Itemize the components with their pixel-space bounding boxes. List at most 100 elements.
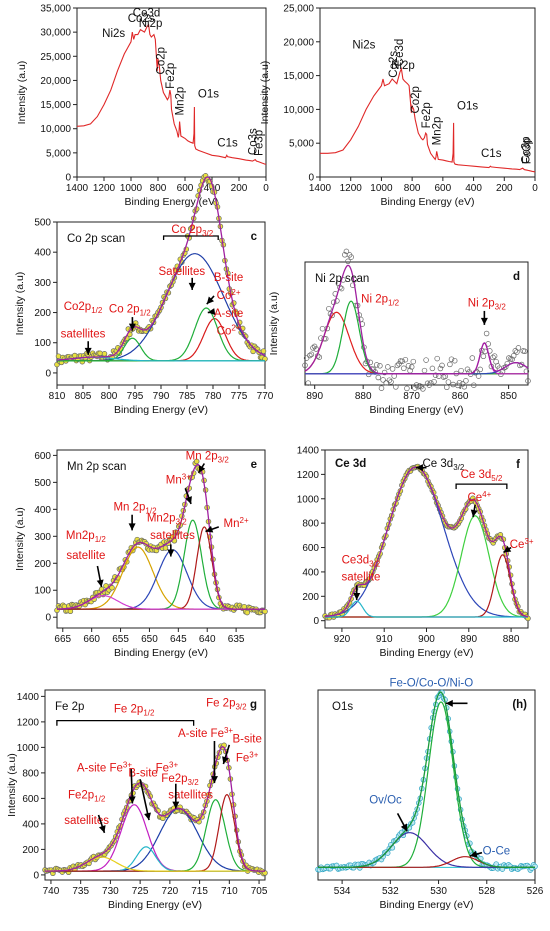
data-point bbox=[464, 366, 471, 373]
y-axis-label: Intensity (a.u) bbox=[268, 292, 280, 356]
x-tick-label: 1400 bbox=[66, 183, 89, 194]
data-point bbox=[193, 458, 200, 465]
x-tick-label: 0 bbox=[263, 183, 269, 194]
peak-label-co2p: Co2p bbox=[410, 86, 422, 114]
panel-(h): 534 532 530 528 526 Binding Energy (eV) (h) O1s… bbox=[315, 678, 544, 911]
y-tick-label: 200 bbox=[34, 559, 51, 570]
data-point bbox=[319, 325, 326, 332]
bracket bbox=[162, 235, 219, 240]
panel-survey-1: 140012001000800600400200005,00010,00015,… bbox=[16, 4, 269, 209]
data-point bbox=[241, 603, 247, 610]
data-point bbox=[445, 379, 452, 385]
arrow-head bbox=[353, 592, 361, 600]
x-axis-label: Binding Energy (eV) bbox=[114, 404, 208, 416]
peak-label-fe3p: Fe3p bbox=[254, 130, 266, 156]
x-tick-label: 890 bbox=[460, 634, 477, 645]
x-tick-label: 870 bbox=[403, 391, 420, 402]
y-tick-label: 600 bbox=[34, 451, 51, 462]
arrow-head bbox=[469, 850, 478, 858]
y-tick-label: 800 bbox=[22, 768, 39, 779]
fit-envelope bbox=[304, 264, 529, 375]
x-tick-label: 850 bbox=[500, 391, 517, 402]
peak-label-c1s: C1s bbox=[481, 148, 502, 160]
data-point bbox=[381, 369, 388, 376]
x-tick-label: 1000 bbox=[120, 183, 143, 194]
label-ce4: Ce4+​ bbox=[467, 490, 491, 504]
y-tick-label: 10,000 bbox=[283, 105, 314, 116]
label-co2p32: Co 2p3/2​ bbox=[171, 224, 213, 238]
x-tick-label: 710 bbox=[221, 886, 238, 897]
arrow-head bbox=[128, 323, 136, 331]
y-tick-label: 25,000 bbox=[40, 52, 71, 63]
arrow-head bbox=[128, 523, 136, 531]
data-point bbox=[477, 366, 483, 373]
peak-label-co3p: Co3p bbox=[520, 136, 532, 164]
x-tick-label: 530 bbox=[430, 886, 447, 897]
arrow-head bbox=[205, 525, 214, 533]
x-tick-label: 534 bbox=[334, 886, 351, 897]
x-tick-label: 665 bbox=[54, 634, 71, 645]
panel-letter: g bbox=[250, 699, 257, 711]
x-tick-label: 200 bbox=[231, 183, 248, 194]
peak-label-co2s: Co2s bbox=[128, 13, 155, 25]
data-point bbox=[522, 348, 528, 355]
y-tick-label: 0 bbox=[45, 613, 51, 624]
x-tick-label: 880 bbox=[355, 391, 372, 402]
data-points bbox=[322, 463, 531, 622]
label-b-site: B-site bbox=[232, 733, 261, 745]
panel-c: 810 805 800 795 790 785 780 775 770 0 100 200 300 400… bbox=[14, 173, 274, 416]
bracket bbox=[56, 719, 195, 726]
x-tick-label: 200 bbox=[496, 183, 513, 194]
data-point bbox=[428, 380, 434, 386]
y-axis-label: Intensity (a.u) bbox=[14, 507, 26, 571]
data-point bbox=[525, 378, 531, 384]
arrow-head bbox=[415, 464, 423, 472]
x-tick-label: 645 bbox=[170, 634, 187, 645]
arrow-head bbox=[96, 579, 104, 588]
scan-title: O1s bbox=[332, 701, 353, 713]
x-tick-label: 740 bbox=[43, 886, 60, 897]
arrow-head bbox=[210, 776, 218, 784]
data-point bbox=[423, 357, 429, 363]
x-tick-label: 1200 bbox=[93, 183, 116, 194]
bracket bbox=[455, 483, 508, 490]
data-point bbox=[399, 358, 405, 364]
x-tick-label: 660 bbox=[83, 634, 100, 645]
peak-label-ce3d: Ce3d bbox=[133, 7, 161, 19]
x-tick-label: 770 bbox=[257, 391, 274, 402]
peak-label-co2s: Co2s bbox=[388, 51, 400, 78]
data-point bbox=[302, 362, 308, 369]
fit-envelope bbox=[324, 466, 529, 618]
x-axis-label: Binding Energy (eV) bbox=[114, 647, 208, 659]
data-point bbox=[308, 351, 315, 358]
scan-title: Fe 2p bbox=[55, 701, 84, 713]
x-tick-label: 785 bbox=[179, 391, 196, 402]
x-tick-label: 635 bbox=[228, 634, 245, 645]
arrow-head bbox=[98, 825, 106, 833]
data-point bbox=[518, 361, 525, 368]
fit-envelope bbox=[45, 746, 265, 872]
y-axis-label: Intensity (a.u) bbox=[6, 753, 18, 817]
label-satellites-2: satellites bbox=[64, 815, 109, 827]
y-tick-label: 400 bbox=[34, 505, 51, 516]
y-axis-label: Intensity (a.u) bbox=[259, 61, 271, 125]
x-tick-label: 810 bbox=[49, 391, 66, 402]
data-point bbox=[509, 356, 515, 362]
data-point bbox=[490, 354, 496, 361]
data-point bbox=[510, 353, 517, 359]
x-tick-label: 800 bbox=[101, 391, 118, 402]
data-points bbox=[302, 248, 531, 392]
fit-envelope bbox=[56, 176, 266, 361]
fit-envelope bbox=[57, 464, 265, 610]
x-tick-label: 532 bbox=[382, 886, 399, 897]
label-satellites-2: satellites bbox=[61, 328, 106, 340]
label-ce3: Ce3+​ bbox=[510, 537, 534, 551]
data-point bbox=[402, 356, 409, 363]
data-point bbox=[385, 364, 391, 370]
peak-label-co2p: Co2p bbox=[156, 47, 168, 75]
data-point bbox=[412, 385, 418, 391]
fit-component-2 bbox=[305, 300, 528, 375]
data-point bbox=[401, 365, 407, 372]
data-point bbox=[396, 361, 402, 367]
data-point bbox=[429, 365, 436, 372]
